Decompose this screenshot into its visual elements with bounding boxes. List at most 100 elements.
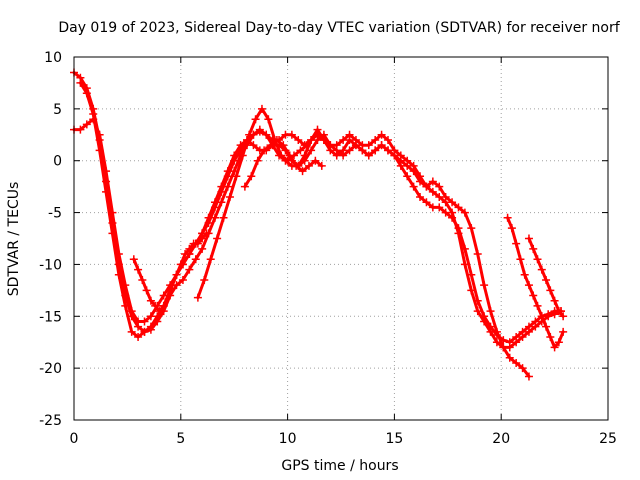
y-tick-label: -20 <box>39 361 62 377</box>
data-point <box>153 312 162 321</box>
data-point <box>257 104 266 113</box>
data-point <box>529 244 538 253</box>
data-point <box>559 327 568 336</box>
data-point <box>512 333 521 342</box>
data-point <box>251 115 260 124</box>
data-point <box>499 336 508 345</box>
data-point <box>550 343 559 352</box>
data-point <box>480 281 489 290</box>
data-point <box>544 310 553 319</box>
y-tick-label: -5 <box>48 206 62 222</box>
data-point <box>416 172 425 181</box>
data-point <box>377 141 386 150</box>
data-point <box>435 203 444 212</box>
data-point <box>396 161 405 170</box>
data-point <box>480 312 489 321</box>
data-point <box>428 187 437 196</box>
data-point <box>454 224 463 233</box>
data-point <box>210 198 219 207</box>
data-point <box>529 291 538 300</box>
data-point <box>492 330 501 339</box>
data-point <box>358 146 367 155</box>
y-axis-label: SDTVAR / TECUs <box>6 182 22 297</box>
series-track-8 <box>524 234 568 321</box>
data-point <box>554 307 563 316</box>
axis-ticks: 0 5 10 15 20 25 10 5 0 -5 -10 -15 -20 -25 <box>39 50 617 447</box>
data-point <box>253 156 262 165</box>
data-point <box>546 286 555 295</box>
data-point <box>163 291 172 300</box>
data-point <box>185 265 194 274</box>
data-point <box>533 301 542 310</box>
data-point <box>518 364 527 373</box>
data-point <box>460 244 469 253</box>
data-point <box>364 141 373 150</box>
series-track-7 <box>503 213 568 352</box>
data-point <box>217 182 226 191</box>
data-point <box>371 135 380 144</box>
data-point <box>441 208 450 217</box>
data-point <box>266 141 275 150</box>
data-point <box>448 213 457 222</box>
data-point <box>507 224 516 233</box>
data-point <box>82 120 91 129</box>
data-point <box>82 89 91 98</box>
series-layer <box>70 68 568 381</box>
data-point <box>512 239 521 248</box>
chart-title: Day 019 of 2023, Sidereal Day-to-day VTE… <box>58 20 620 36</box>
data-point <box>454 203 463 212</box>
data-point <box>524 234 533 243</box>
data-point <box>313 135 322 144</box>
data-point <box>172 270 181 279</box>
data-point <box>542 322 551 331</box>
data-point <box>294 135 303 144</box>
data-point <box>213 234 222 243</box>
data-point <box>300 156 309 165</box>
data-point <box>473 250 482 259</box>
data-point <box>364 151 373 160</box>
data-point <box>473 296 482 305</box>
data-point <box>298 167 307 176</box>
series-track-4 <box>129 229 211 316</box>
data-point <box>546 333 555 342</box>
data-point <box>467 270 476 279</box>
data-point <box>524 322 533 331</box>
data-point <box>524 372 533 381</box>
data-point <box>127 307 136 316</box>
data-point <box>505 353 514 362</box>
data-point <box>260 146 269 155</box>
data-point <box>277 151 286 160</box>
data-point <box>403 172 412 181</box>
series-track-1 <box>70 68 533 381</box>
data-point <box>159 301 168 310</box>
data-point <box>326 141 335 150</box>
data-point <box>193 239 202 248</box>
data-point <box>351 141 360 150</box>
data-point <box>383 135 392 144</box>
data-point <box>345 146 354 155</box>
data-point <box>168 281 177 290</box>
data-point <box>206 255 215 264</box>
data-point <box>204 213 213 222</box>
data-point <box>89 110 98 119</box>
data-point <box>537 312 546 321</box>
data-point <box>249 141 258 150</box>
data-point <box>264 115 273 124</box>
data-point <box>200 275 209 284</box>
data-point <box>339 135 348 144</box>
data-point <box>409 161 418 170</box>
data-point <box>531 317 540 326</box>
data-point <box>134 333 143 342</box>
data-point <box>304 161 313 170</box>
data-point <box>422 182 431 191</box>
y-tick-label: 5 <box>53 102 62 118</box>
data-point <box>140 327 149 336</box>
data-point <box>127 327 136 336</box>
data-point <box>155 307 164 316</box>
data-point <box>416 193 425 202</box>
data-point <box>533 255 542 264</box>
data-point <box>486 307 495 316</box>
data-point <box>238 151 247 160</box>
data-point <box>554 338 563 347</box>
